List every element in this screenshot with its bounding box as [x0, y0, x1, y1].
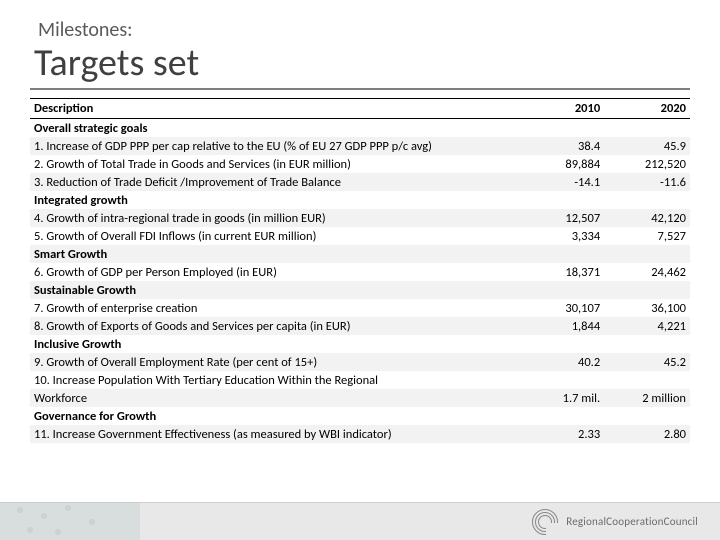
cell-value [604, 335, 690, 353]
cell-value: 40.2 [518, 353, 604, 371]
cell-description: 3. Reduction of Trade Deficit /Improveme… [30, 173, 518, 191]
cell-value: 2 million [604, 389, 690, 407]
table-row: Workforce1.7 mil.2 million [30, 389, 690, 407]
col-header-description: Description [30, 99, 518, 119]
cell-value [518, 335, 604, 353]
cell-description: 5. Growth of Overall FDI Inflows (in cur… [30, 227, 518, 245]
table-row: Overall strategic goals [30, 119, 690, 138]
cell-description: Sustainable Growth [30, 281, 518, 299]
cell-description: Overall strategic goals [30, 119, 518, 138]
table-row: Governance for Growth [30, 407, 690, 425]
cell-description: Governance for Growth [30, 407, 518, 425]
col-header-2020: 2020 [604, 99, 690, 119]
cell-value [604, 407, 690, 425]
table-row: Sustainable Growth [30, 281, 690, 299]
cell-description: Workforce [30, 389, 518, 407]
slide-subtitle: Milestones: [38, 18, 690, 42]
cell-value [604, 371, 690, 389]
cell-value: 4,221 [604, 317, 690, 335]
cell-value: -14.1 [518, 173, 604, 191]
cell-value [518, 281, 604, 299]
cell-value: 18,371 [518, 263, 604, 281]
cell-value [604, 119, 690, 138]
cell-description: 10. Increase Population With Tertiary Ed… [30, 371, 518, 389]
cell-value: 24,462 [604, 263, 690, 281]
table-body: Overall strategic goals1. Increase of GD… [30, 119, 690, 444]
cell-value: 36,100 [604, 299, 690, 317]
logo-mark-icon [532, 509, 558, 535]
cell-value: 30,107 [518, 299, 604, 317]
table-row: 3. Reduction of Trade Deficit /Improveme… [30, 173, 690, 191]
title-underline [30, 88, 690, 90]
cell-value [604, 281, 690, 299]
cell-value [518, 191, 604, 209]
col-header-2010: 2010 [518, 99, 604, 119]
cell-value [604, 191, 690, 209]
table-row: 7. Growth of enterprise creation30,10736… [30, 299, 690, 317]
table-row: 4. Growth of intra-regional trade in goo… [30, 209, 690, 227]
cell-value [518, 119, 604, 138]
footer-decoration [0, 502, 140, 540]
cell-description: 9. Growth of Overall Employment Rate (pe… [30, 353, 518, 371]
cell-value: 212,520 [604, 155, 690, 173]
cell-value: 2.33 [518, 425, 604, 443]
footer-logo: RegionalCooperationCouncil [532, 509, 698, 535]
logo-text: RegionalCooperationCouncil [566, 515, 698, 528]
table-header-row: Description 2010 2020 [30, 99, 690, 119]
cell-value: 38.4 [518, 137, 604, 155]
cell-description: 11. Increase Government Effectiveness (a… [30, 425, 518, 443]
cell-value: 12,507 [518, 209, 604, 227]
cell-value: 3,334 [518, 227, 604, 245]
cell-value: 1.7 mil. [518, 389, 604, 407]
table-row: 9. Growth of Overall Employment Rate (pe… [30, 353, 690, 371]
targets-table: Description 2010 2020 Overall strategic … [30, 98, 690, 443]
cell-description: Inclusive Growth [30, 335, 518, 353]
table-row: 1. Increase of GDP PPP per cap relative … [30, 137, 690, 155]
table-row: Inclusive Growth [30, 335, 690, 353]
cell-value: 42,120 [604, 209, 690, 227]
cell-value [518, 407, 604, 425]
table-row: Smart Growth [30, 245, 690, 263]
cell-description: Smart Growth [30, 245, 518, 263]
cell-description: Integrated growth [30, 191, 518, 209]
cell-description: 4. Growth of intra-regional trade in goo… [30, 209, 518, 227]
cell-value: 45.2 [604, 353, 690, 371]
cell-value: 45.9 [604, 137, 690, 155]
table-row: 5. Growth of Overall FDI Inflows (in cur… [30, 227, 690, 245]
cell-description: 7. Growth of enterprise creation [30, 299, 518, 317]
table-row: Integrated growth [30, 191, 690, 209]
cell-value [604, 245, 690, 263]
cell-description: 8. Growth of Exports of Goods and Servic… [30, 317, 518, 335]
table-row: 6. Growth of GDP per Person Employed (in… [30, 263, 690, 281]
footer-bar: RegionalCooperationCouncil [0, 502, 720, 540]
cell-value [518, 245, 604, 263]
table-row: 11. Increase Government Effectiveness (a… [30, 425, 690, 443]
table-row: 10. Increase Population With Tertiary Ed… [30, 371, 690, 389]
cell-value: 7,527 [604, 227, 690, 245]
slide-title: Targets set [34, 40, 690, 86]
cell-description: 2. Growth of Total Trade in Goods and Se… [30, 155, 518, 173]
cell-value [518, 371, 604, 389]
cell-value: 89,884 [518, 155, 604, 173]
cell-value: 2.80 [604, 425, 690, 443]
cell-description: 6. Growth of GDP per Person Employed (in… [30, 263, 518, 281]
cell-value: 1,844 [518, 317, 604, 335]
cell-description: 1. Increase of GDP PPP per cap relative … [30, 137, 518, 155]
cell-value: -11.6 [604, 173, 690, 191]
table-row: 8. Growth of Exports of Goods and Servic… [30, 317, 690, 335]
table-row: 2. Growth of Total Trade in Goods and Se… [30, 155, 690, 173]
